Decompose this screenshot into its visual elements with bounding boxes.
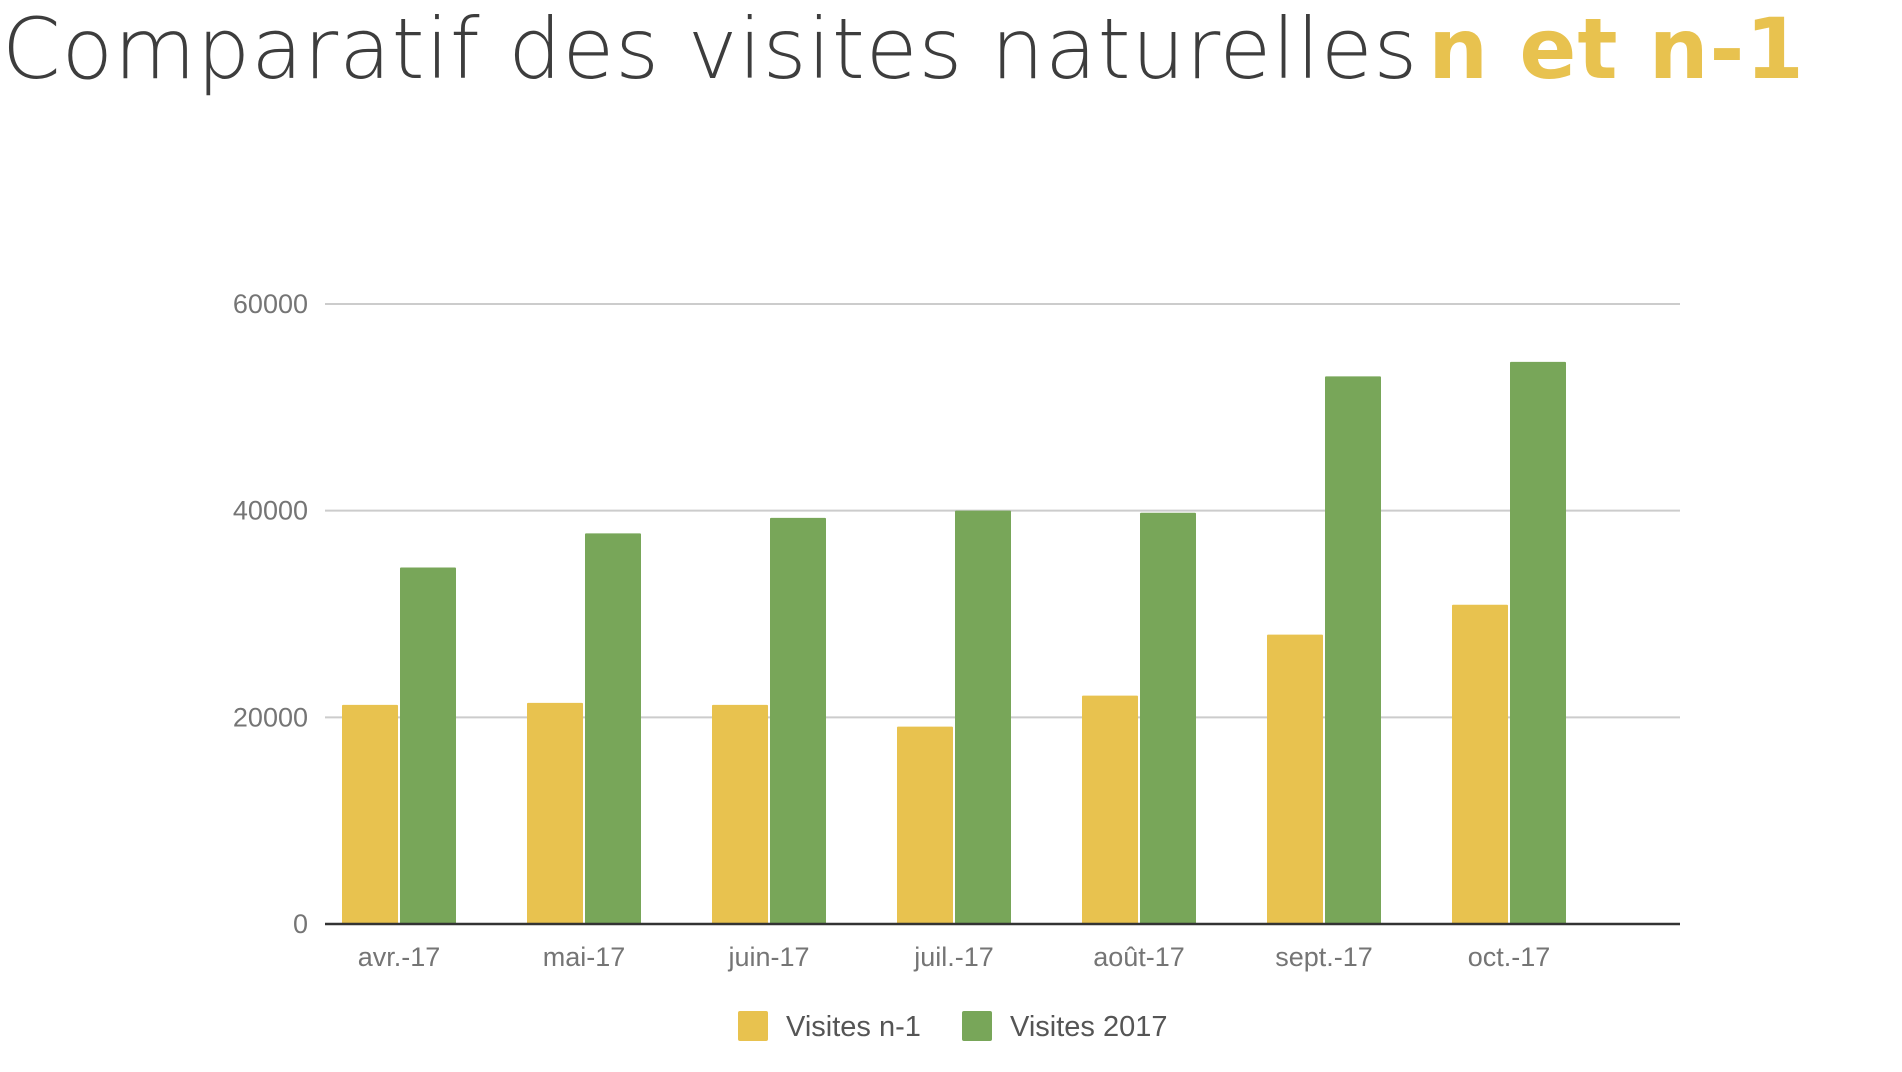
x-tick-label: mai-17 [543,942,626,972]
legend-swatch [962,1011,992,1041]
bar-visites-2017 [1140,512,1196,924]
x-tick-label: avr.-17 [358,942,441,972]
bar-visites-2017 [585,533,641,924]
legend-label: Visites 2017 [1010,1011,1167,1043]
y-tick-label: 40000 [233,496,308,526]
bar-visites-2017 [400,567,456,924]
slide-title: Comparatif des visites naturelles n et n-… [2,0,1805,104]
bar-visites-n-1 [897,726,953,924]
bar-visites-n-1 [1082,695,1138,924]
axes: 0 20000 40000 60000 avr.-17 mai-17 juin-17 juil… [233,289,1680,972]
x-tick-label: oct.-17 [1468,942,1551,972]
bar-visites-2017 [1510,361,1566,924]
x-tick-label: juil.-17 [913,942,994,972]
x-tick-label: août-17 [1093,942,1185,972]
legend-swatch [738,1011,768,1041]
y-tick-label: 60000 [233,289,308,319]
bars [342,361,1566,924]
x-tick-label: sept.-17 [1275,942,1373,972]
bar-visites-2017 [955,510,1011,924]
slide-title-main: Comparatif des visites naturelles [2,0,1419,98]
bar-visites-2017 [770,517,826,924]
x-tick-label: juin-17 [727,942,809,972]
bar-visites-n-1 [1452,604,1508,924]
bar-visites-2017 [1325,376,1381,924]
legend-label: Visites n-1 [786,1011,921,1043]
bar-visites-n-1 [712,704,768,924]
bar-visites-n-1 [342,704,398,924]
bar-visites-n-1 [527,702,583,924]
y-tick-label: 20000 [233,702,308,732]
legend: Visites n-1 Visites 2017 [738,1011,1167,1043]
slide-title-accent: n et n-1 [1428,0,1805,98]
bar-visites-n-1 [1267,634,1323,924]
y-tick-label: 0 [293,909,308,939]
